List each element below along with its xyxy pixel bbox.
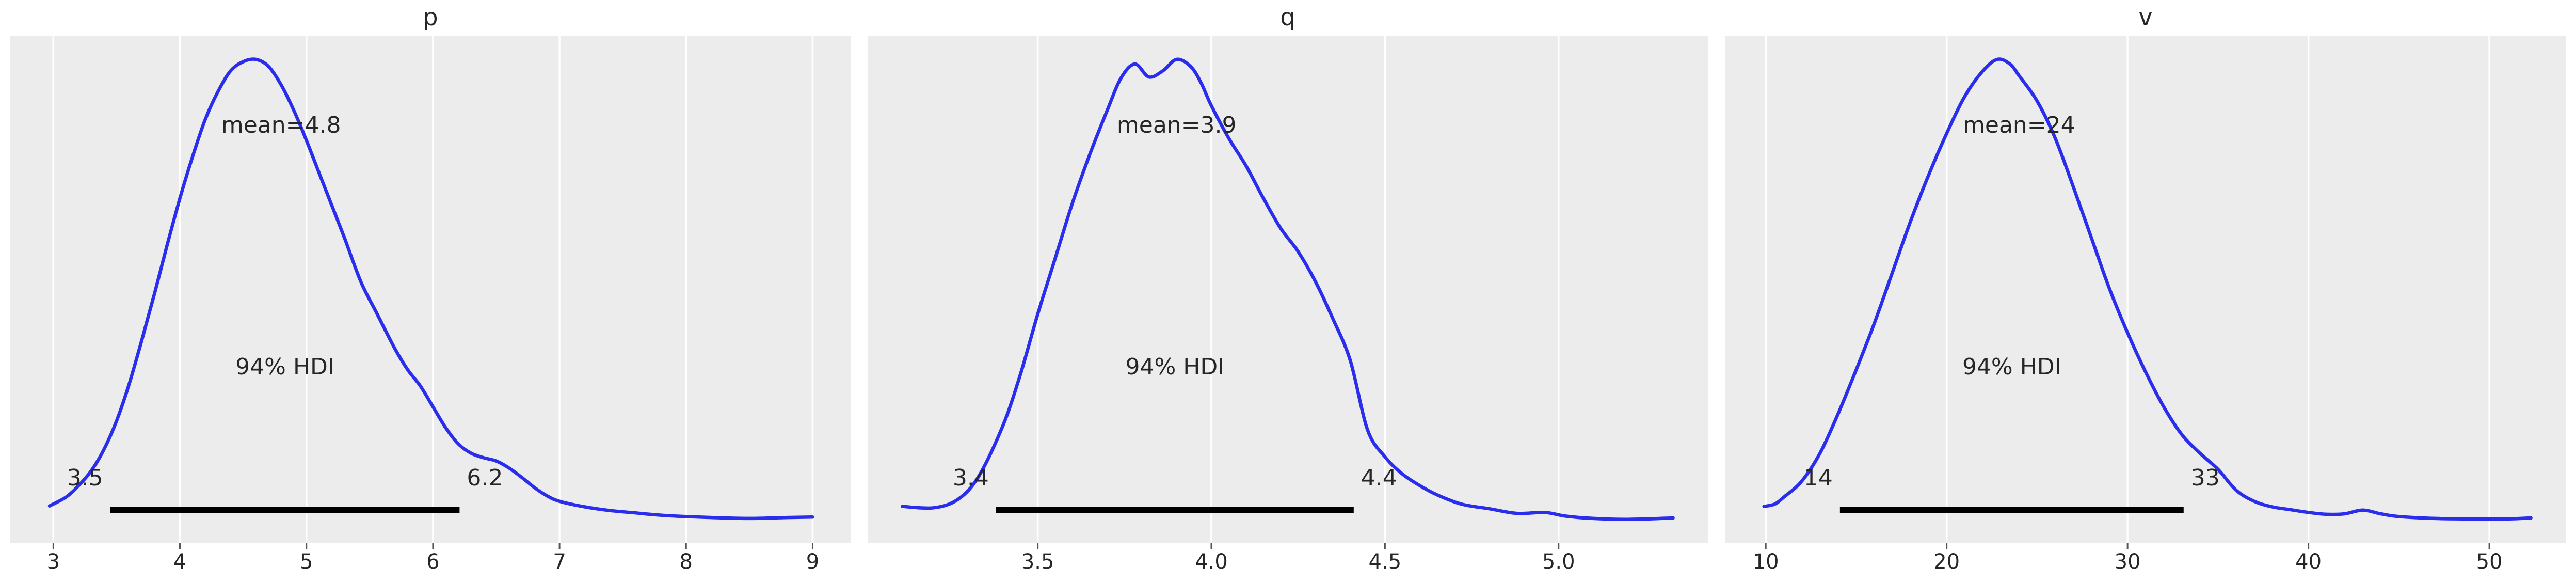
mean-label: mean=24 [1963, 112, 2075, 138]
x-tick-label: 8 [680, 550, 693, 574]
kde-plot-3: 10 20 30 40 50 mean=24 94% HDI 14 33 [1725, 36, 2566, 574]
x-tick-label: 3.5 [1021, 550, 1054, 574]
kde-curve [1762, 57, 2533, 521]
x-tick-label: 3 [47, 550, 60, 574]
hdi-interval-label: 94% HDI [1962, 354, 2061, 380]
hdi-upper-label: 4.4 [1361, 465, 1397, 491]
x-tick-label: 50 [2476, 550, 2503, 574]
axes-background [868, 36, 1708, 543]
x-tick-label: 40 [2295, 550, 2322, 574]
axes-background [1725, 36, 2566, 543]
hdi-upper-label: 33 [2191, 465, 2220, 491]
x-tick-label: 5.0 [1542, 550, 1575, 574]
panel-title: q [1280, 3, 1295, 31]
panel-title: v [2138, 3, 2153, 31]
x-tick-label: 9 [806, 550, 819, 574]
kde-curve [47, 57, 814, 521]
axes-background [10, 36, 851, 543]
hdi-upper-label: 6.2 [467, 465, 503, 491]
kde-plot-2: 3.5 4.0 4.5 5.0 mean=3.9 94% HDI 3.4 4.4 [868, 36, 1708, 574]
hdi-interval-label: 94% HDI [235, 354, 334, 380]
kde-plot-1: 3 4 5 6 7 8 9 mean=4.8 94% HDI 3.5 6.2 [10, 36, 851, 574]
panel-q: q 3.5 4.0 4.5 5.0 mean=3.9 94% HDI 3.4 4.4 [868, 0, 1708, 582]
x-tick-label: 10 [1753, 550, 1779, 574]
x-tick-label: 7 [553, 550, 566, 574]
panel-title: p [423, 3, 438, 31]
x-tick-label: 4.0 [1195, 550, 1228, 574]
hdi-lower-label: 3.4 [953, 465, 989, 491]
kde-curve [901, 57, 1675, 521]
mean-label: mean=4.8 [221, 112, 341, 138]
x-tick-label: 6 [426, 550, 439, 574]
panel-p: p 3 4 5 6 7 8 9 mean=4.8 94% HDI 3.5 6.2 [10, 0, 851, 582]
x-tick-label: 5 [300, 550, 313, 574]
x-tick-label: 4.5 [1369, 550, 1402, 574]
x-tick-label: 20 [1933, 550, 1960, 574]
mean-label: mean=3.9 [1117, 112, 1237, 138]
x-tick-label: 4 [173, 550, 186, 574]
panel-v: v 10 20 30 40 50 mean=24 94% HDI 14 33 [1725, 0, 2566, 582]
hdi-lower-label: 3.5 [67, 465, 103, 491]
hdi-lower-label: 14 [1804, 465, 1833, 491]
x-tick-label: 30 [2115, 550, 2141, 574]
hdi-interval-label: 94% HDI [1125, 354, 1224, 380]
